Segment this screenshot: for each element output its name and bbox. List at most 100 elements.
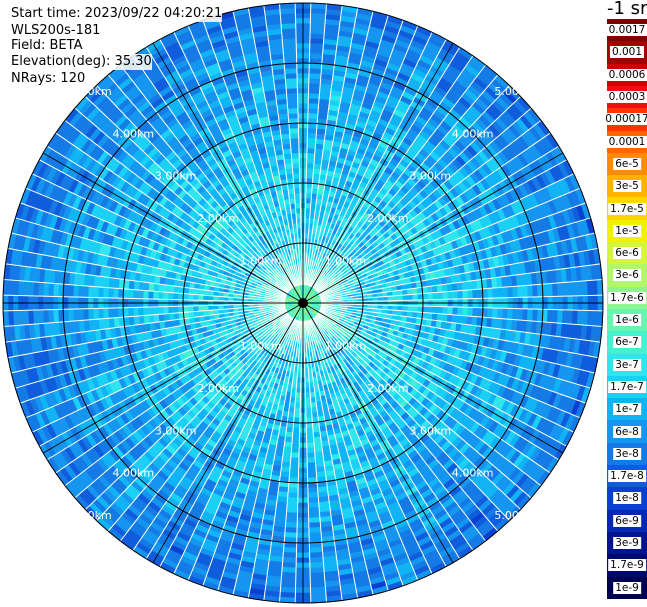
ppi-range-bin [291,437,300,444]
ppi-range-bin [290,452,300,459]
ppi-range-bin [305,182,313,189]
ppi-range-bin [497,287,504,299]
ppi-range-bin [306,457,316,464]
ppi-range-bin [472,289,479,299]
ppi-range-bin [517,308,524,321]
ppi-range-bin [308,67,322,74]
ppi-range-bin [305,412,313,419]
ppi-range-bin [457,306,464,316]
ppi-range-bin [507,308,514,320]
ppi-range-bin [532,284,539,298]
ppi-range-bin [305,177,314,184]
ppi-range-bin [522,285,529,298]
ppi-range-bin [309,547,323,554]
ppi-range-bin [407,305,414,312]
ppi-range-bin [306,137,317,144]
ppi-range-bin [284,527,298,534]
ppi-range-bin [431,285,438,294]
ppi-range-bin [527,284,534,298]
ppi-range-bin [552,282,559,297]
ppi-range-bin [285,431,294,438]
ppi-range-bin [308,82,321,89]
ppi-range-bin [402,305,409,312]
ppi-range-bin [291,442,300,449]
ppi-range-bin [309,576,326,584]
ppi-range-bin [427,292,434,300]
ppi-range-bin [306,157,315,164]
ppi-range-bin [287,492,299,499]
ppi-range-bin [286,507,298,514]
ppi-range-bin [309,571,325,579]
ppi-range-bin [307,492,319,499]
ppi-range-bin [309,557,324,564]
ppi-range-bin [552,309,559,324]
ppi-range-bin [436,284,443,293]
ppi-range-bin [432,292,439,300]
ppi-range-bin [285,512,298,519]
ppi-range-bin [571,281,579,297]
ppi-range-bin [309,27,325,35]
ppi-range-bin [307,467,317,474]
ppi-range-bin [312,168,321,175]
ppi-range-bin [452,290,459,300]
ppi-range-bin [307,102,319,109]
ppi-range-bin [309,561,325,569]
ppi-range-bin [282,552,297,559]
ppi-range-bin [307,107,319,114]
ppi-range-bin [290,457,300,464]
ppi-range-bin [547,309,554,323]
ppi-range-bin [305,407,312,414]
ppi-range-bin [309,552,324,559]
ppi-range-bin [517,285,524,298]
ppi-range-bin [307,132,317,139]
ppi-range-bin [306,442,315,449]
ppi-range-bin [308,517,321,524]
ppi-range-bin [308,532,322,539]
ppi-range-bin [522,308,529,321]
ppi-range-bin [308,97,320,104]
ppi-range-bin [437,306,444,315]
ppi-range-bin [307,487,319,494]
ppi-range-bin [309,42,324,49]
ppi-range-bin [289,462,300,469]
ppi-range-bin [292,422,301,429]
ppi-range-bin [507,286,514,298]
ppi-range-bin [310,581,326,589]
ppi-range-bin [426,312,433,321]
ppi-range-bin [306,427,314,434]
ppi-range-bin [437,291,444,300]
ppi-range-bin [305,402,312,409]
ppi-range-bin [309,32,325,40]
ppi-range-bin [308,502,320,509]
ppi-range-bin [422,305,429,314]
ppi-range-bin [412,293,419,301]
ppi-range-bin [305,197,312,204]
ppi-range-bin [286,502,298,509]
ppi-range-bin [452,306,459,316]
ppi-range-bin [442,291,449,300]
ppi-range-bin [557,309,564,324]
ppi-range-bin [436,313,443,322]
ppi-range-bin [285,426,294,433]
ppi-range-bin [306,142,316,149]
ppi-range-bin [308,507,320,514]
ppi-range-bin [305,192,312,199]
ppi-range-bin [308,522,321,529]
ppi-range-bin [422,292,429,301]
ppi-range-bin [281,571,297,579]
ppi-range-bin [305,187,313,194]
ppi-range-bin [512,285,519,298]
ppi-range-bin [309,37,325,45]
ppi-range-bin [566,281,574,297]
ppi-range-bin [309,47,324,54]
ppi-range-bin [557,282,564,297]
ppi-range-bin [313,163,322,170]
ppi-range-bin [502,286,509,298]
ppi-range-bin [312,173,321,180]
ppi-range-bin [306,147,316,154]
ppi-range-bin [417,305,424,313]
ppi-range-bin [306,152,315,159]
ppi-range-bin [487,307,494,319]
ppi-range-bin [289,472,299,479]
